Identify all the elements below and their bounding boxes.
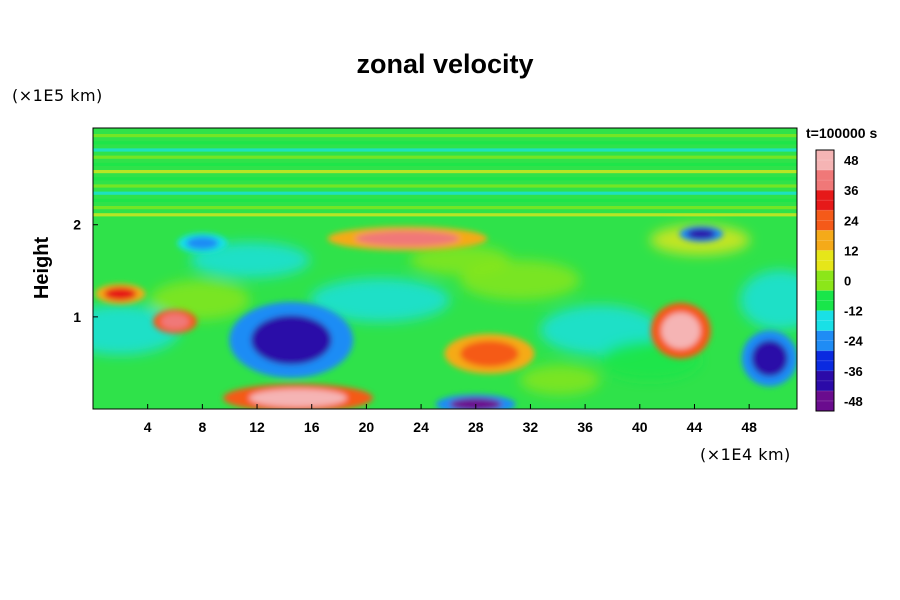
chart-title: zonal velocity — [356, 49, 533, 79]
colorbar-segment — [816, 190, 834, 211]
heatmap-plot-area — [93, 128, 797, 409]
feature-core — [250, 315, 332, 365]
heatmap-band — [93, 198, 797, 202]
feature-core — [104, 287, 137, 301]
colorbar-segment — [816, 310, 834, 332]
heatmap-band — [93, 155, 797, 159]
heatmap-band — [93, 206, 797, 210]
colorbar-segment — [816, 250, 834, 271]
feature-core — [186, 236, 219, 250]
x-tick-label: 32 — [523, 419, 539, 435]
x-tick-label: 8 — [198, 419, 206, 435]
colorbar-segment — [816, 390, 834, 412]
feature-core — [751, 340, 788, 377]
colorbar-segment — [816, 210, 834, 231]
colorbar-segment — [816, 170, 834, 191]
x-tick-label: 16 — [304, 419, 320, 435]
colorbar-segment — [816, 370, 834, 392]
heatmap-band — [93, 170, 797, 174]
colorbar-segment — [816, 150, 834, 171]
y-tick-label: 1 — [73, 309, 81, 325]
x-tick-label: 20 — [359, 419, 375, 435]
colorbar-segment — [816, 330, 834, 352]
y-tick-label: 2 — [73, 217, 81, 233]
heatmap-band — [93, 141, 797, 145]
x-tick-label: 44 — [687, 419, 703, 435]
colorbar-tick-label: -48 — [844, 394, 863, 409]
x-tick-label: 4 — [144, 419, 152, 435]
colorbar-frame — [815, 149, 835, 412]
x-tick-label: 28 — [468, 419, 484, 435]
x-tick-label: 40 — [632, 419, 648, 435]
heatmap-band — [93, 177, 797, 181]
texture-blob — [310, 278, 450, 322]
heatmap-band — [93, 162, 797, 166]
x-tick-label: 48 — [741, 419, 757, 435]
heatmap-band — [93, 148, 797, 152]
heatmap-band — [93, 191, 797, 195]
heatmap-texture — [93, 225, 797, 395]
plot-frame — [92, 127, 798, 410]
texture-blob — [520, 365, 600, 395]
y-axis-label: Height — [31, 237, 53, 300]
colorbar-segment — [816, 270, 834, 292]
colorbar-tick-label: 0 — [844, 274, 851, 289]
colorbar-segment — [816, 230, 834, 251]
x-tick-label: 36 — [577, 419, 593, 435]
colorbar-tick-label: -12 — [844, 304, 863, 319]
x-axis-ticks: 4 8 12 16 20 24 28 32 36 40 44 48 — [144, 404, 757, 435]
feature-core — [160, 313, 190, 330]
colorbar-tick-label: 36 — [844, 183, 858, 198]
colorbar: 48 36 24 12 0 -12 -24 -36 -48 — [815, 149, 864, 412]
heatmap-band — [93, 184, 797, 188]
colorbar-tick-label: 12 — [844, 243, 858, 258]
x-axis-unit: (×1E4 km) — [700, 445, 791, 464]
heatmap-band — [93, 213, 797, 217]
feature-core — [355, 230, 460, 247]
colorbar-segment — [816, 350, 834, 372]
colorbar-tick-label: 48 — [844, 153, 858, 168]
texture-blob — [190, 242, 310, 278]
colorbar-tick-label: 24 — [844, 213, 859, 228]
colorbar-tick-label: -24 — [844, 334, 864, 349]
feature-core — [249, 388, 347, 408]
feature-core — [460, 340, 519, 367]
feature-core — [449, 397, 502, 409]
heatmap-band — [93, 134, 797, 138]
texture-blob — [410, 245, 510, 275]
colorbar-tick-label: -36 — [844, 364, 863, 379]
x-tick-label: 12 — [249, 419, 265, 435]
x-tick-label: 24 — [413, 419, 429, 435]
colorbar-segment — [816, 290, 834, 312]
time-label: t=100000 s — [806, 125, 877, 141]
feature-core — [661, 312, 701, 349]
feature-core — [687, 228, 716, 240]
texture-blob — [740, 270, 797, 330]
y-axis-unit: (×1E5 km) — [12, 86, 103, 105]
y-axis-ticks: 12 — [73, 217, 98, 325]
